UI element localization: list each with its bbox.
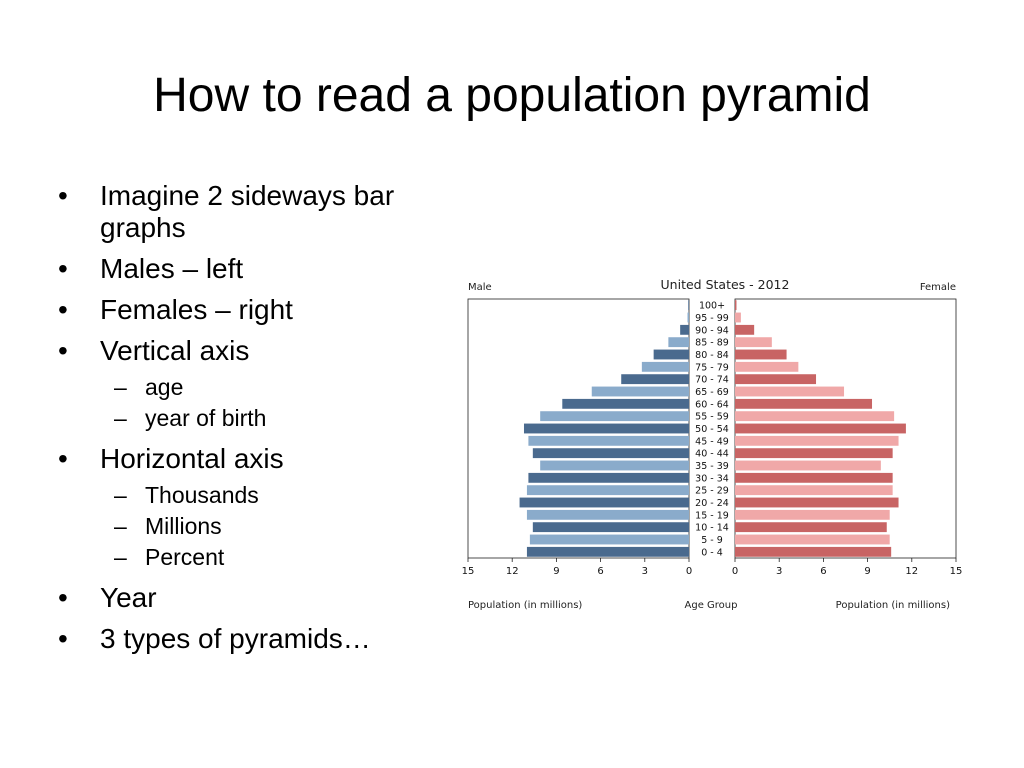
age-group-label: 20 - 24 bbox=[695, 498, 729, 509]
female-bar bbox=[735, 534, 890, 545]
sub-bullet-item: Percent bbox=[58, 542, 438, 572]
male-bar bbox=[526, 485, 689, 496]
female-tick-label: 15 bbox=[950, 566, 963, 577]
female-bar bbox=[735, 337, 772, 348]
bullet-item: Females – right bbox=[58, 294, 438, 326]
male-tick-label: 12 bbox=[506, 566, 519, 577]
male-tick-label: 15 bbox=[462, 566, 475, 577]
female-bar bbox=[735, 460, 881, 471]
female-tick-label: 9 bbox=[864, 566, 870, 577]
male-bar bbox=[668, 337, 689, 348]
male-tick-label: 0 bbox=[686, 566, 692, 577]
female-bar bbox=[735, 497, 899, 508]
age-group-label: 10 - 14 bbox=[695, 523, 729, 534]
female-bar bbox=[735, 472, 893, 483]
female-bar bbox=[735, 509, 890, 520]
female-tick-label: 6 bbox=[820, 566, 826, 577]
female-bar bbox=[735, 361, 799, 372]
age-group-label: 55 - 59 bbox=[695, 412, 729, 423]
bullet-list: Imagine 2 sideways bar graphs Males – lef… bbox=[58, 180, 438, 664]
x-axis-label-right: Population (in millions) bbox=[836, 600, 950, 611]
male-tick-label: 9 bbox=[553, 566, 559, 577]
male-side-label: Male bbox=[468, 282, 492, 293]
male-bar bbox=[519, 497, 689, 508]
male-bar bbox=[526, 509, 689, 520]
male-tick-label: 3 bbox=[642, 566, 648, 577]
male-bar bbox=[528, 435, 689, 446]
female-side-label: Female bbox=[920, 282, 956, 293]
sub-bullet-item: Millions bbox=[58, 511, 438, 541]
male-bar bbox=[529, 534, 689, 545]
age-group-label: 65 - 69 bbox=[695, 387, 729, 398]
sub-bullet-item: year of birth bbox=[58, 403, 438, 433]
age-group-label: 90 - 94 bbox=[695, 325, 729, 336]
male-bar bbox=[540, 460, 689, 471]
male-bar bbox=[641, 361, 689, 372]
female-bar bbox=[735, 522, 887, 533]
age-group-label: 5 - 9 bbox=[701, 535, 723, 546]
age-group-label: 35 - 39 bbox=[695, 461, 729, 472]
female-bar bbox=[735, 423, 906, 434]
sub-bullet-item: Thousands bbox=[58, 480, 438, 510]
x-axis-label-center: Age Group bbox=[685, 600, 738, 611]
chart-title: United States - 2012 bbox=[661, 277, 790, 292]
bullet-item: Vertical axis bbox=[58, 335, 438, 367]
male-bar bbox=[532, 448, 689, 459]
bullet-item: Males – left bbox=[58, 253, 438, 285]
male-bar bbox=[528, 472, 689, 483]
male-bar bbox=[540, 411, 689, 422]
bullet-item: Year bbox=[58, 582, 438, 614]
population-pyramid-chart: United States - 2012 Male Female Populat… bbox=[455, 270, 975, 620]
pyramid-svg: United States - 2012 Male Female Populat… bbox=[462, 277, 963, 611]
age-group-label: 50 - 54 bbox=[695, 424, 729, 435]
age-group-label: 80 - 84 bbox=[695, 350, 729, 361]
age-group-label: 25 - 29 bbox=[695, 486, 729, 497]
male-bar bbox=[591, 386, 689, 397]
male-bar bbox=[621, 374, 689, 385]
male-bar bbox=[523, 423, 689, 434]
male-bar bbox=[687, 312, 689, 323]
male-bar bbox=[680, 324, 689, 335]
age-group-label: 70 - 74 bbox=[695, 375, 729, 386]
female-bar bbox=[735, 349, 787, 360]
age-group-label: 0 - 4 bbox=[701, 547, 723, 558]
female-tick-label: 0 bbox=[732, 566, 738, 577]
female-bar bbox=[735, 546, 892, 557]
male-bar bbox=[532, 522, 689, 533]
age-group-label: 100+ bbox=[699, 301, 725, 312]
age-group-label: 40 - 44 bbox=[695, 449, 729, 460]
age-group-label: 30 - 34 bbox=[695, 473, 729, 484]
bullet-item: Horizontal axis bbox=[58, 443, 438, 475]
male-bar bbox=[526, 546, 689, 557]
age-group-label: 45 - 49 bbox=[695, 436, 729, 447]
male-tick-label: 6 bbox=[597, 566, 603, 577]
female-bar bbox=[735, 411, 895, 422]
male-bar bbox=[688, 300, 689, 311]
female-tick-label: 12 bbox=[905, 566, 918, 577]
slide-title: How to read a population pyramid bbox=[153, 69, 871, 122]
female-bar bbox=[735, 374, 817, 385]
female-bar bbox=[735, 312, 741, 323]
female-bar bbox=[735, 435, 899, 446]
sub-bullet-item: age bbox=[58, 372, 438, 402]
x-axis-label-left: Population (in millions) bbox=[468, 600, 582, 611]
bullet-item: Imagine 2 sideways bar graphs bbox=[58, 180, 438, 244]
female-bar bbox=[735, 300, 737, 311]
female-tick-label: 3 bbox=[776, 566, 782, 577]
female-bar bbox=[735, 324, 755, 335]
male-bar bbox=[653, 349, 689, 360]
age-group-label: 75 - 79 bbox=[695, 362, 729, 373]
female-bar bbox=[735, 398, 873, 409]
female-bar bbox=[735, 485, 893, 496]
bullet-item: 3 types of pyramids… bbox=[58, 623, 438, 655]
female-bar bbox=[735, 386, 845, 397]
male-bar bbox=[562, 398, 689, 409]
age-group-label: 15 - 19 bbox=[695, 510, 729, 521]
age-group-label: 60 - 64 bbox=[695, 399, 729, 410]
age-group-label: 95 - 99 bbox=[695, 313, 729, 324]
female-bar bbox=[735, 448, 893, 459]
age-group-label: 85 - 89 bbox=[695, 338, 729, 349]
